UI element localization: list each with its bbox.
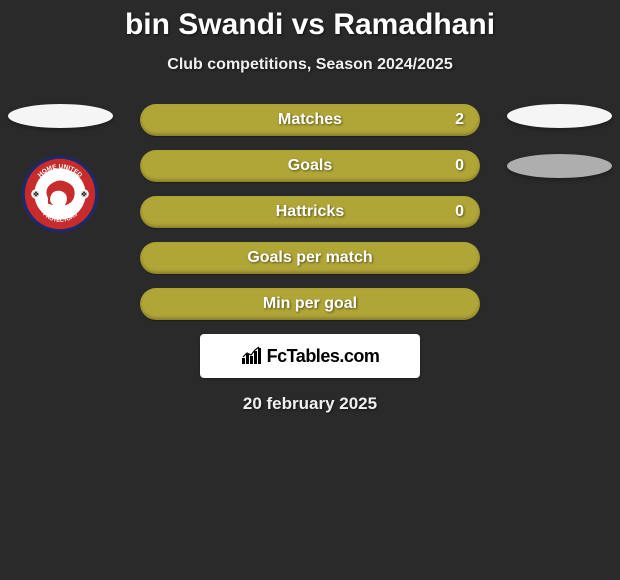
- stat-bar-matches: Matches 2: [140, 104, 480, 136]
- footer-logo-text: FcTables.com: [267, 346, 380, 367]
- page-title: bin Swandi vs Ramadhani: [0, 0, 620, 42]
- stat-bar-goals: Goals 0: [140, 150, 480, 182]
- player1-photo-placeholder: [8, 104, 113, 128]
- footer-logo: FcTables.com: [200, 334, 420, 378]
- stat-value: 2: [455, 111, 464, 129]
- stat-bars: Matches 2 Goals 0 Hattricks 0 Goals per …: [140, 104, 480, 320]
- footer-date: 20 february 2025: [0, 394, 620, 414]
- stat-label: Goals: [140, 157, 480, 175]
- stat-bar-goals-per-match: Goals per match: [140, 242, 480, 274]
- bars-chart-icon: [241, 346, 263, 366]
- stat-label: Goals per match: [140, 249, 480, 267]
- page-subtitle: Club competitions, Season 2024/2025: [0, 56, 620, 74]
- stat-value: 0: [455, 157, 464, 175]
- player1-club-badge: HOME UNITED PROTECTORS: [20, 154, 100, 234]
- stat-bar-min-per-goal: Min per goal: [140, 288, 480, 320]
- stat-label: Hattricks: [140, 203, 480, 221]
- player2-photo-placeholder: [507, 104, 612, 128]
- player2-club-placeholder: [507, 154, 612, 178]
- stat-value: 0: [455, 203, 464, 221]
- club-badge-icon: HOME UNITED PROTECTORS: [20, 154, 100, 234]
- stat-bar-hattricks: Hattricks 0: [140, 196, 480, 228]
- comparison-content: HOME UNITED PROTECTORS Matches 2 Goals 0…: [0, 104, 620, 414]
- stat-label: Min per goal: [140, 295, 480, 313]
- stat-label: Matches: [140, 111, 480, 129]
